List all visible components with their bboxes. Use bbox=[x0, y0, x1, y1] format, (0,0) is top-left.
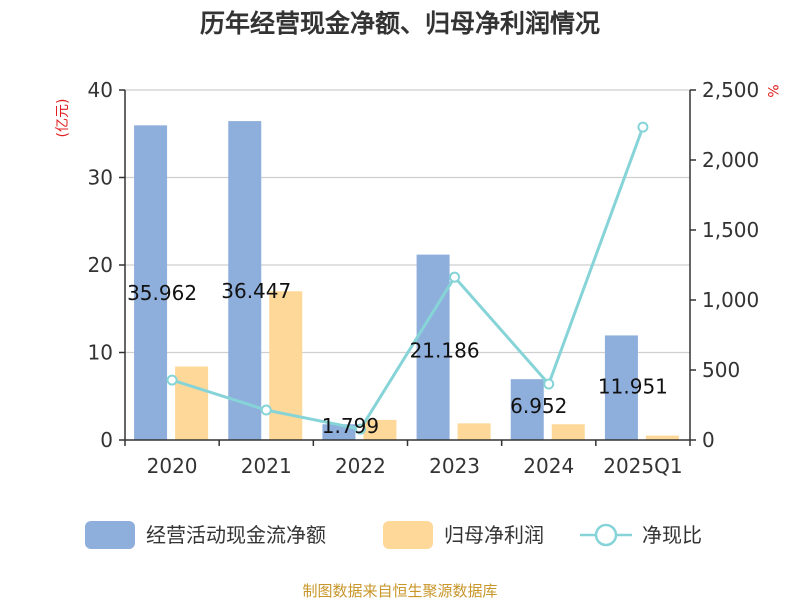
legend-item[interactable]: 经营活动现金流净额 bbox=[85, 521, 326, 549]
left-tick-label: 10 bbox=[88, 341, 113, 365]
grid bbox=[125, 89, 690, 354]
axes: 0 10 20 30 40 0 500 1,000 1,500 2,000 2,500 2020 202… bbox=[88, 78, 760, 478]
cashflow-value-label: 35.962 bbox=[127, 281, 197, 305]
cashflow-bar bbox=[416, 254, 450, 440]
x-tick-label: 2020 bbox=[147, 454, 198, 478]
left-tick-label: 40 bbox=[88, 78, 113, 102]
data-labels: 35.962 36.447 1.799 21.186 6.952 11.951 bbox=[127, 279, 668, 438]
right-tick-label: 1,500 bbox=[702, 218, 759, 242]
x-tick-label: 2021 bbox=[241, 454, 292, 478]
x-tick-label: 2022 bbox=[335, 454, 386, 478]
right-tick-label: 2,000 bbox=[702, 148, 759, 172]
profit-bar bbox=[645, 435, 679, 440]
cashflow-value-label: 6.952 bbox=[510, 394, 567, 418]
right-tick-label: 2,500 bbox=[702, 78, 759, 102]
ratio-point bbox=[166, 374, 178, 386]
ratio-point bbox=[449, 271, 461, 283]
ratio-line bbox=[166, 121, 649, 435]
source-note: 制图数据来自恒生聚源数据库 bbox=[302, 582, 497, 600]
right-tick-label: 1,000 bbox=[702, 288, 759, 312]
legend-label: 归母净利润 bbox=[444, 523, 544, 547]
ratio-line-path bbox=[171, 126, 645, 431]
x-tick-label: 2025Q1 bbox=[603, 454, 682, 478]
legend[interactable]: 经营活动现金流净额 归母净利润 净现比 bbox=[85, 521, 702, 549]
cashflow-bar bbox=[604, 335, 638, 440]
legend-swatch bbox=[383, 521, 433, 549]
legend-marker bbox=[594, 523, 618, 547]
legend-label: 净现比 bbox=[642, 523, 702, 547]
left-tick-label: 0 bbox=[100, 428, 113, 452]
legend-label: 经营活动现金流净额 bbox=[146, 523, 326, 547]
legend-swatch bbox=[85, 521, 135, 549]
left-axis-unit: (亿元) bbox=[55, 99, 71, 138]
chart-title: 历年经营现金净额、归母净利润情况 bbox=[200, 9, 600, 38]
right-tick-label: 500 bbox=[702, 358, 740, 382]
profit-bar bbox=[551, 424, 585, 440]
left-tick-label: 20 bbox=[88, 253, 113, 277]
profit-bar bbox=[457, 423, 491, 440]
legend-item[interactable]: 净现比 bbox=[580, 523, 702, 547]
bars bbox=[134, 121, 679, 441]
legend-item[interactable]: 归母净利润 bbox=[383, 521, 544, 549]
x-tick-label: 2023 bbox=[429, 454, 480, 478]
cashflow-bar bbox=[228, 121, 262, 441]
cashflow-bar bbox=[134, 125, 168, 441]
cashflow-bar bbox=[322, 424, 356, 440]
profit-bar bbox=[175, 366, 209, 440]
x-tick-label: 2024 bbox=[523, 454, 574, 478]
cashflow-value-label: 21.186 bbox=[410, 339, 480, 363]
ratio-point bbox=[354, 423, 366, 435]
cashflow-value-label: 11.951 bbox=[598, 374, 668, 398]
ratio-point bbox=[260, 404, 272, 416]
cashflow-value-label: 1.799 bbox=[322, 414, 379, 438]
cashflow-value-label: 36.447 bbox=[221, 279, 291, 303]
right-tick-label: 0 bbox=[702, 428, 715, 452]
right-axis-unit: % bbox=[764, 84, 780, 97]
left-tick-label: 30 bbox=[88, 166, 113, 190]
profit-bar bbox=[363, 419, 397, 440]
ratio-point bbox=[543, 378, 555, 390]
cashflow-bar bbox=[510, 379, 544, 440]
ratio-point bbox=[637, 121, 649, 133]
